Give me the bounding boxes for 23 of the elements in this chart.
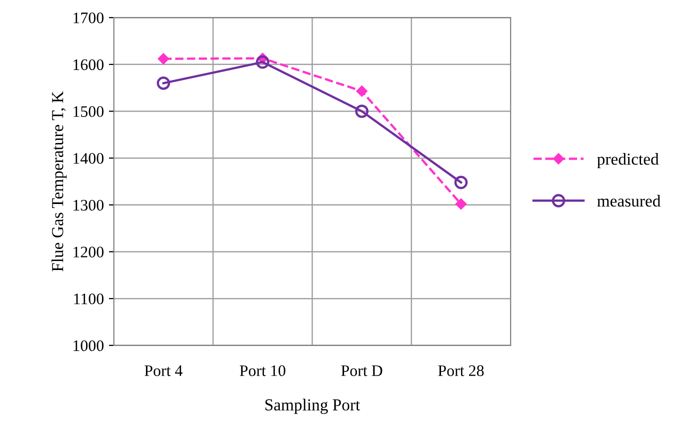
legend-label: measured (597, 194, 661, 207)
point (156, 76, 170, 90)
y-tick-label: 1200 (74, 246, 104, 258)
y-tick-label: 1400 (74, 153, 104, 164)
point (355, 104, 368, 118)
y-tick-label: 1300 (74, 200, 104, 211)
point (454, 176, 468, 190)
point (455, 198, 467, 210)
point (256, 55, 270, 69)
point (356, 86, 368, 97)
y-tick-label: 1000 (74, 340, 104, 352)
y-tick-label: 1700 (74, 12, 104, 24)
x-tick-label: Port 4 (144, 365, 182, 376)
legend-label: predicted (597, 153, 659, 168)
y-tick-label: 1500 (74, 106, 104, 117)
point (158, 53, 170, 64)
y-axis-title: Flue Gas Temperature T, K (52, 91, 67, 272)
y-tick-label: 1100 (74, 293, 104, 304)
x-tick-label: Port 28 (438, 365, 484, 376)
x-axis-title: Sampling Port (265, 398, 360, 414)
x-tick-label: Port D (341, 365, 382, 376)
x-tick-label: Port 10 (240, 365, 286, 376)
y-tick-label: 1600 (74, 59, 104, 70)
